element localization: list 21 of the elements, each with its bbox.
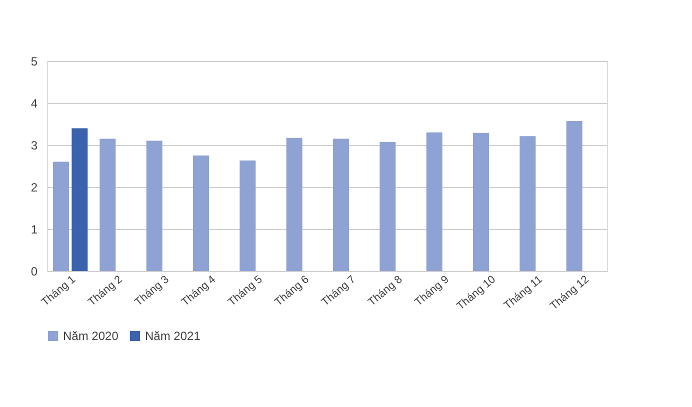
bar: [426, 132, 442, 271]
bar: [333, 138, 349, 271]
bar: [53, 162, 69, 271]
y-tick-label: 3: [30, 138, 38, 152]
y-tick-label: 5: [30, 54, 38, 68]
y-tick-label: 1: [30, 222, 38, 236]
bar: [473, 132, 489, 271]
legend-label: Năm 2021: [145, 329, 201, 343]
bar: [240, 160, 256, 271]
y-tick-label: 4: [30, 96, 38, 110]
y-tick-label: 0: [30, 264, 38, 278]
legend-label: Năm 2020: [63, 329, 119, 343]
bar: [100, 138, 116, 271]
bar: [566, 121, 582, 271]
bar: [193, 156, 209, 271]
bar: [146, 140, 162, 271]
bar: [520, 136, 536, 271]
bar: [72, 128, 88, 271]
y-tick-label: 2: [30, 180, 38, 194]
bar: [380, 142, 396, 271]
bar: [286, 138, 302, 271]
